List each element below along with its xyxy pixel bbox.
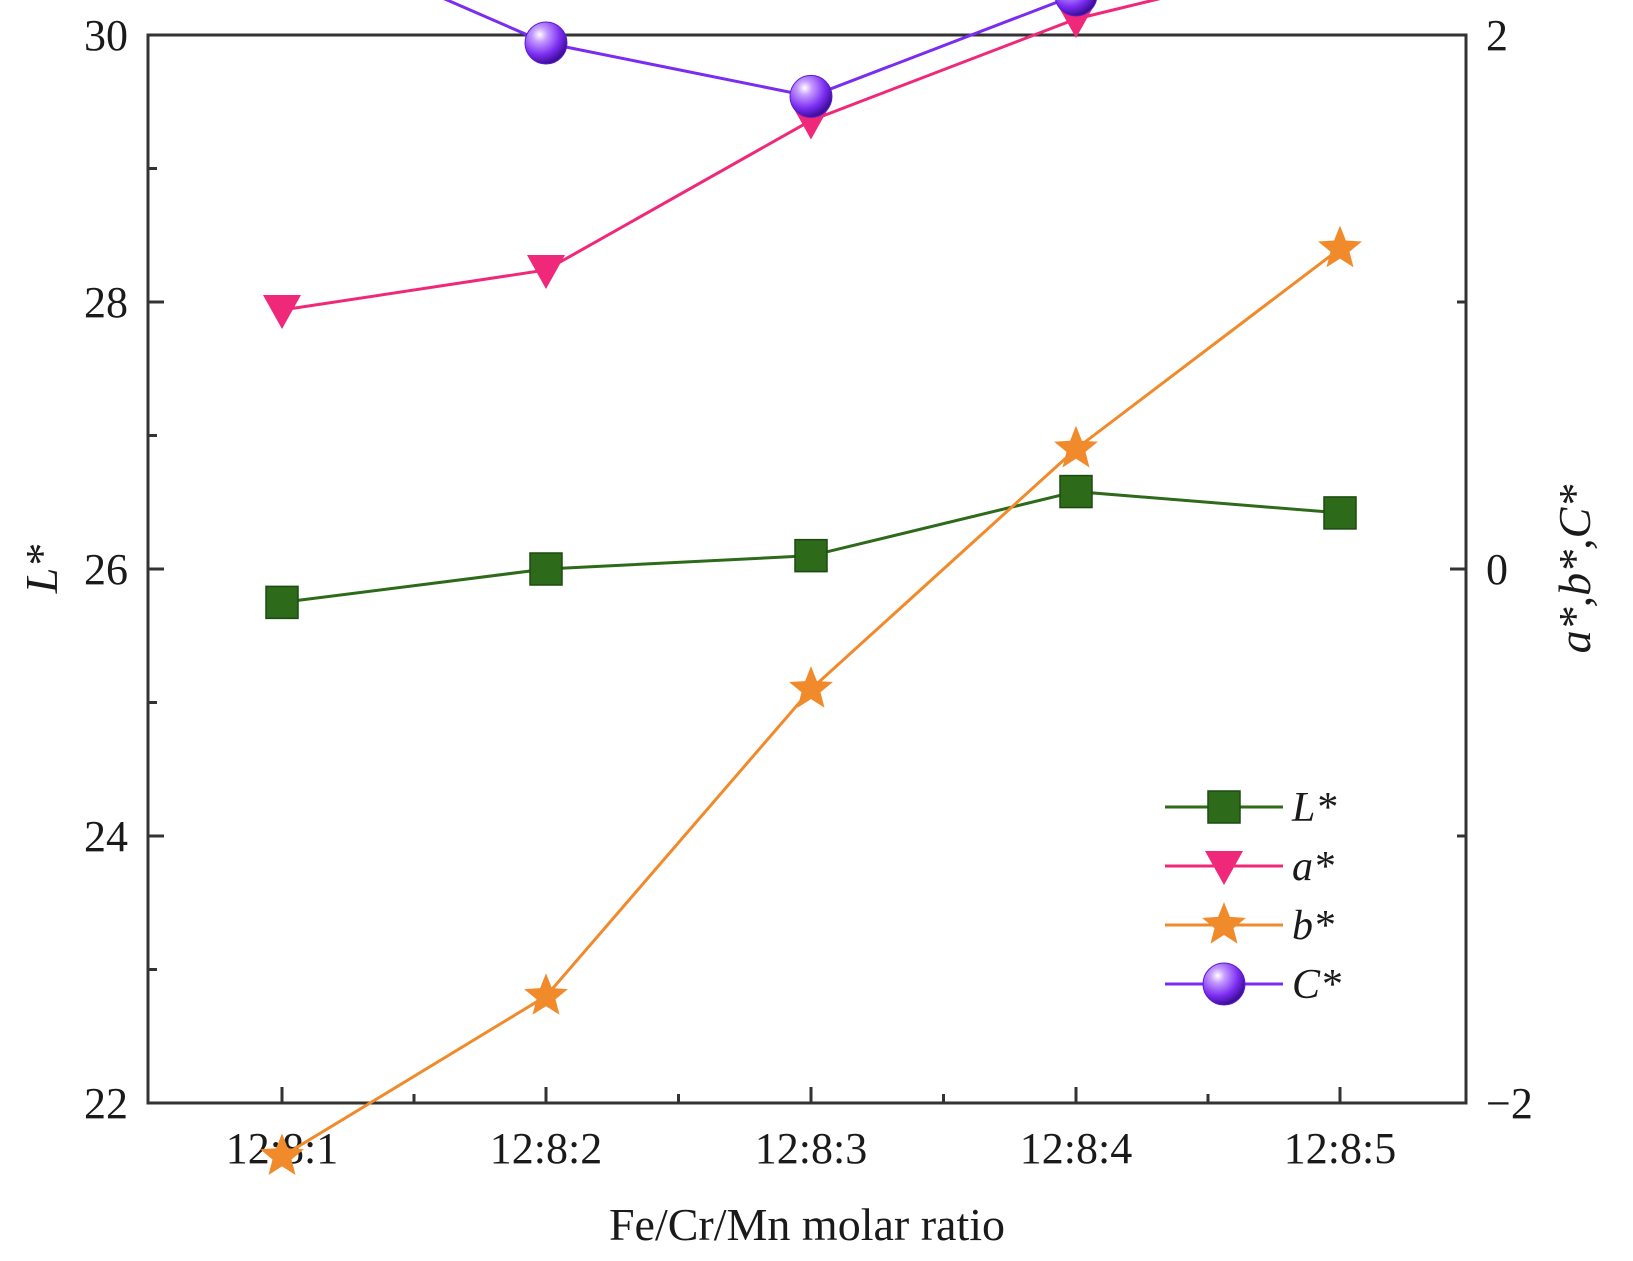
- series-L-star: [265, 474, 1357, 620]
- data-point: [1055, 0, 1097, 17]
- y-left-tick-label: 22: [84, 1079, 128, 1128]
- data-point: [794, 538, 828, 573]
- x-tick-label: 12:8:5: [1284, 1124, 1396, 1173]
- legend-item: C*: [1165, 962, 1341, 1008]
- legend-label: a*: [1292, 844, 1334, 890]
- data-point: [263, 295, 301, 330]
- legend-marker: [1202, 962, 1246, 1006]
- y-axis-left-title: L*: [16, 545, 67, 595]
- legend-label: C*: [1292, 962, 1341, 1008]
- series-C-star: [443, 0, 1097, 118]
- legend-marker: [1207, 790, 1241, 824]
- y-right-tick-label: −2: [1486, 1079, 1533, 1128]
- y-right-tick-label: 2: [1486, 11, 1508, 60]
- y-left-tick-label: 28: [84, 278, 128, 327]
- y-left-tick-label: 30: [84, 11, 128, 60]
- y-axis-right-title: a*,b*,C*: [1549, 485, 1600, 654]
- data-point: [529, 552, 563, 586]
- legend-label: b*: [1292, 903, 1334, 949]
- data-point: [265, 585, 299, 620]
- data-point: [260, 1133, 304, 1175]
- series-line: [281, 0, 1161, 312]
- series-line: [281, 247, 1341, 1158]
- x-axis-title: Fe/Cr/Mn molar ratio: [609, 1199, 1005, 1250]
- legend-marker: [1205, 851, 1243, 885]
- legend-item: a*: [1165, 844, 1334, 890]
- legend-label: L*: [1291, 785, 1336, 831]
- x-tick-label: 12:8:4: [1020, 1124, 1132, 1173]
- y-right-tick-label: 0: [1486, 545, 1508, 594]
- series-a-star: [263, 0, 1161, 330]
- data-point: [524, 21, 568, 65]
- data-point: [789, 74, 833, 118]
- data-point: [1054, 425, 1098, 468]
- legend-item: L*: [1165, 785, 1336, 831]
- data-point: [1059, 474, 1093, 509]
- data-point: [789, 666, 833, 708]
- series-b-star: [260, 225, 1362, 1175]
- legend-item: b*: [1165, 902, 1334, 949]
- y-left-tick-label: 24: [84, 812, 128, 861]
- x-tick-label: 12:8:3: [755, 1124, 867, 1173]
- series-layer: [260, 0, 1362, 1175]
- x-tick-label: 12:8:2: [490, 1124, 602, 1173]
- data-point: [1318, 225, 1362, 268]
- y-left-tick-label: 26: [84, 545, 128, 594]
- data-point: [1323, 496, 1357, 530]
- legend-marker: [1202, 902, 1246, 944]
- data-point: [524, 973, 568, 1015]
- legend: L* a* b* C*: [1165, 785, 1341, 1008]
- data-point: [527, 254, 565, 289]
